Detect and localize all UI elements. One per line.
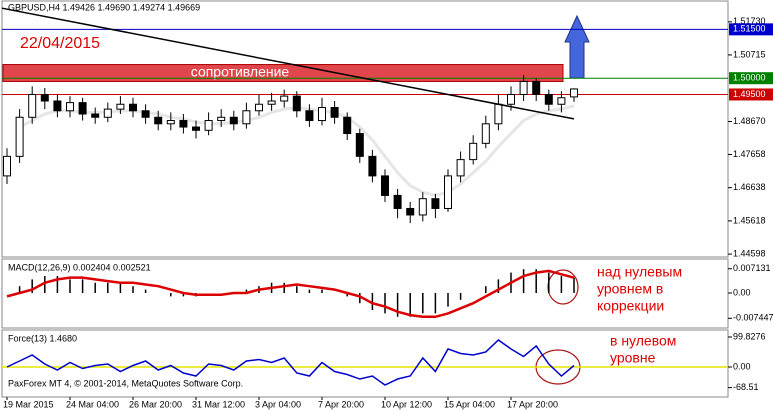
highlight-ellipse bbox=[547, 269, 579, 305]
candle-body bbox=[141, 110, 150, 118]
candle-body bbox=[330, 107, 339, 118]
candle-body bbox=[78, 102, 87, 115]
x-tick-label: 15 Apr 04:00 bbox=[444, 399, 495, 409]
candle-body bbox=[204, 120, 213, 131]
candle-body bbox=[28, 93, 37, 118]
candle-body bbox=[507, 93, 515, 105]
candle-body bbox=[532, 80, 541, 95]
signal-line bbox=[6, 269, 575, 319]
candle-body bbox=[116, 103, 125, 110]
candle-body bbox=[280, 95, 289, 102]
candle-body bbox=[343, 116, 352, 135]
candle-body bbox=[217, 116, 226, 122]
annotation: коррекции bbox=[597, 298, 664, 314]
x-tick-label: 19 Mar 2015 bbox=[3, 399, 54, 409]
y-tick-label: 99.8276 bbox=[733, 331, 766, 341]
candle-body bbox=[179, 120, 188, 128]
annotation: в нулевом bbox=[610, 333, 676, 349]
candle-body bbox=[192, 126, 200, 131]
candle-body bbox=[3, 155, 11, 177]
candle-body bbox=[53, 100, 62, 112]
candle-body bbox=[255, 103, 263, 112]
annotation: над нулевым bbox=[597, 264, 682, 280]
candle-body bbox=[292, 95, 301, 112]
annotation: уровне bbox=[610, 350, 656, 366]
trendline bbox=[1, 7, 575, 120]
chart-title: GBPUSD,H4 1.49426 1.49690 1.49274 1.4966… bbox=[8, 2, 200, 12]
candle-body bbox=[355, 133, 364, 157]
y-tick-label: 1.45618 bbox=[733, 215, 766, 225]
candle-body bbox=[305, 110, 314, 122]
candle-body bbox=[91, 113, 100, 118]
candle-body bbox=[406, 207, 415, 216]
candle-body bbox=[469, 142, 478, 161]
level-label: 1.49500 bbox=[733, 89, 766, 99]
y-tick-label: 1.44598 bbox=[733, 248, 766, 258]
x-tick-label: 17 Apr 20:00 bbox=[507, 399, 558, 409]
force-panel bbox=[1, 329, 729, 398]
candle-body bbox=[166, 120, 175, 125]
y-tick-label: 0.007131 bbox=[733, 263, 771, 273]
candle-body bbox=[444, 175, 452, 209]
level-label: 1.50000 bbox=[733, 73, 766, 83]
candle-body bbox=[267, 100, 276, 105]
annotation: уровнем в bbox=[597, 281, 663, 297]
x-tick-label: 31 Mar 12:00 bbox=[192, 399, 245, 409]
candle-body bbox=[456, 159, 465, 177]
candle-body bbox=[318, 107, 326, 122]
macd-title: MACD(12,26,9) 0.002404 0.002521 bbox=[8, 262, 151, 272]
level-label: 1.51500 bbox=[733, 24, 766, 34]
x-tick-label: 3 Apr 04:00 bbox=[255, 399, 301, 409]
force-title: Force(13) 1.4680 bbox=[8, 333, 77, 343]
y-tick-label: -68.51 bbox=[733, 382, 759, 392]
candle-body bbox=[66, 102, 74, 112]
footer: PaxForex MT 4, © 2001-2014, MetaQuotes S… bbox=[8, 378, 243, 388]
candle-body bbox=[154, 116, 163, 125]
resistance-zone bbox=[2, 64, 564, 82]
y-tick-label: 0.00 bbox=[733, 361, 751, 371]
candle-body bbox=[393, 194, 402, 209]
candle-body bbox=[229, 116, 238, 125]
y-tick-label: -0.007447 bbox=[733, 313, 773, 323]
y-tick-label: 1.48670 bbox=[733, 116, 766, 126]
candle-body bbox=[519, 80, 528, 95]
x-tick-label: 24 Mar 04:00 bbox=[66, 399, 119, 409]
candle-body bbox=[544, 93, 553, 105]
zone-label: сопротивление bbox=[191, 64, 290, 80]
candle-body bbox=[381, 175, 389, 196]
y-tick-label: 1.47658 bbox=[733, 149, 766, 159]
y-tick-label: 1.51730 bbox=[733, 16, 766, 26]
y-tick-label: 0.00 bbox=[733, 287, 751, 297]
candle-body bbox=[242, 110, 251, 125]
candle-body bbox=[40, 93, 49, 102]
candle-body bbox=[103, 108, 112, 118]
candle-body bbox=[418, 198, 427, 216]
x-tick-label: 10 Apr 12:00 bbox=[381, 399, 432, 409]
y-tick-label: 1.46638 bbox=[733, 182, 766, 192]
candle-body bbox=[129, 103, 137, 112]
candle-body bbox=[481, 123, 490, 144]
candle-body bbox=[494, 103, 503, 125]
candle-body bbox=[15, 116, 24, 157]
date-label: 22/04/2015 bbox=[20, 35, 100, 52]
main-panel bbox=[1, 0, 729, 258]
macd-panel bbox=[1, 258, 729, 329]
candle-body bbox=[368, 155, 377, 177]
level-box bbox=[729, 72, 773, 85]
candle-body bbox=[431, 198, 440, 209]
x-tick-label: 26 Mar 20:00 bbox=[129, 399, 182, 409]
level-box bbox=[729, 88, 773, 101]
x-tick-label: 7 Apr 20:00 bbox=[318, 399, 364, 409]
candle-body bbox=[570, 88, 578, 98]
y-tick-label: 1.50715 bbox=[733, 49, 766, 59]
force-line bbox=[6, 338, 575, 386]
candle-body bbox=[557, 97, 566, 105]
level-box bbox=[729, 23, 773, 36]
